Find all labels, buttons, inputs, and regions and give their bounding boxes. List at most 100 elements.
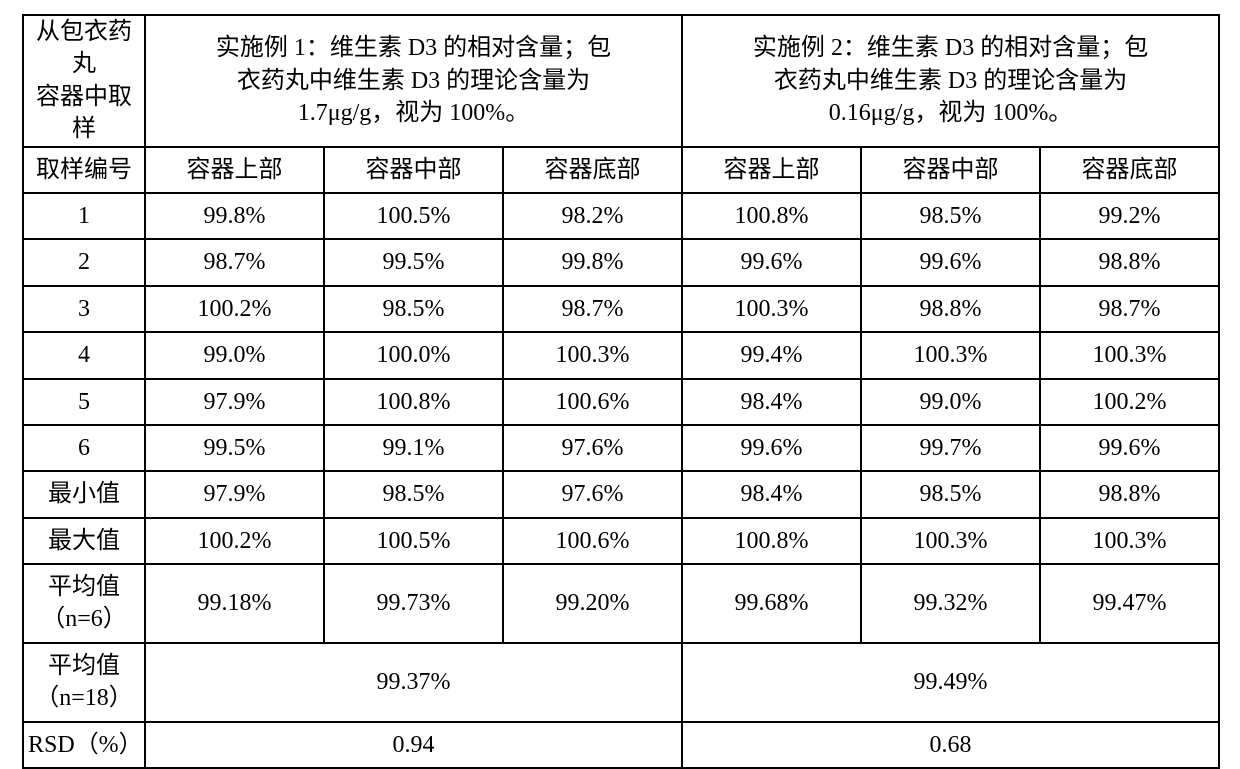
table-row-avg-n6: 平均值 （n=6） 99.18% 99.73% 99.20% 99.68% 99…: [23, 564, 1219, 643]
cell-value: 99.32%: [861, 564, 1040, 643]
header-ex1-line1: 实施例 1：维生素 D3 的相对含量；包: [216, 35, 611, 61]
cell-value: 100.3%: [503, 332, 682, 378]
cell-value: 100.3%: [1040, 332, 1219, 378]
cell-value: 100.8%: [324, 379, 503, 425]
table-row: 5 97.9% 100.8% 100.6% 98.4% 99.0% 100.2%: [23, 379, 1219, 425]
table-row-avg-n18: 平均值 （n=18） 99.37% 99.49%: [23, 643, 1219, 722]
header-ex2-line3: 0.16μg/g，视为 100%。: [829, 100, 1073, 126]
avg-n18-label-line1: 平均值: [48, 653, 120, 679]
cell-value: 99.0%: [145, 332, 324, 378]
cell-avg-n18-ex1: 99.37%: [145, 643, 682, 722]
cell-value: 99.4%: [682, 332, 861, 378]
header-corner-line1: 从包衣药: [36, 19, 132, 45]
cell-value: 100.3%: [861, 518, 1040, 564]
cell-value: 99.2%: [1040, 193, 1219, 239]
table-row-min: 最小值 97.9% 98.5% 97.6% 98.4% 98.5% 98.8%: [23, 471, 1219, 517]
cell-value: 100.3%: [861, 332, 1040, 378]
cell-value: 99.20%: [503, 564, 682, 643]
cell-value: 99.68%: [682, 564, 861, 643]
cell-sample-id: 最小值: [23, 471, 145, 517]
col-ex2-middle: 容器中部: [861, 147, 1040, 193]
cell-value: 100.5%: [324, 193, 503, 239]
cell-value: 100.6%: [503, 379, 682, 425]
cell-value: 98.7%: [145, 239, 324, 285]
cell-sample-id: 1: [23, 193, 145, 239]
cell-value: 98.4%: [682, 471, 861, 517]
cell-value: 99.6%: [682, 239, 861, 285]
header-corner-line4: 样: [72, 116, 96, 142]
cell-value: 99.8%: [503, 239, 682, 285]
cell-value: 99.6%: [1040, 425, 1219, 471]
avg-n6-label-line2: （n=6）: [41, 606, 127, 632]
cell-rsd-label: RSD（%）: [23, 722, 145, 768]
col-ex2-bottom: 容器底部: [1040, 147, 1219, 193]
col-ex2-top: 容器上部: [682, 147, 861, 193]
avg-n6-label-line1: 平均值: [48, 574, 120, 600]
table-row: 6 99.5% 99.1% 97.6% 99.6% 99.7% 99.6%: [23, 425, 1219, 471]
cell-rsd-ex1: 0.94: [145, 722, 682, 768]
col-ex1-top: 容器上部: [145, 147, 324, 193]
cell-value: 100.5%: [324, 518, 503, 564]
cell-value: 99.47%: [1040, 564, 1219, 643]
col-ex1-middle: 容器中部: [324, 147, 503, 193]
header-ex2-line1: 实施例 2：维生素 D3 的相对含量；包: [753, 35, 1148, 61]
table-row: 1 99.8% 100.5% 98.2% 100.8% 98.5% 99.2%: [23, 193, 1219, 239]
cell-value: 98.5%: [861, 471, 1040, 517]
cell-sample-id: 3: [23, 286, 145, 332]
cell-value: 98.7%: [503, 286, 682, 332]
cell-value: 100.2%: [145, 518, 324, 564]
cell-sample-id: 5: [23, 379, 145, 425]
cell-value: 99.73%: [324, 564, 503, 643]
cell-value: 98.7%: [1040, 286, 1219, 332]
cell-value: 98.5%: [324, 471, 503, 517]
cell-sample-id: 6: [23, 425, 145, 471]
cell-value: 98.8%: [861, 286, 1040, 332]
cell-value: 100.2%: [145, 286, 324, 332]
table-row-max: 最大值 100.2% 100.5% 100.6% 100.8% 100.3% 1…: [23, 518, 1219, 564]
cell-value: 100.8%: [682, 518, 861, 564]
cell-avg-n18-label: 平均值 （n=18）: [23, 643, 145, 722]
header-ex2-line2: 衣药丸中维生素 D3 的理论含量为: [774, 68, 1127, 94]
cell-value: 99.6%: [861, 239, 1040, 285]
cell-value: 97.6%: [503, 425, 682, 471]
cell-value: 100.2%: [1040, 379, 1219, 425]
cell-sample-id: 2: [23, 239, 145, 285]
cell-value: 100.0%: [324, 332, 503, 378]
cell-avg-n18-ex2: 99.49%: [682, 643, 1219, 722]
avg-n18-label-line2: （n=18）: [35, 685, 133, 711]
sub-header-row: 取样编号 容器上部 容器中部 容器底部 容器上部 容器中部 容器底部: [23, 147, 1219, 193]
cell-value: 100.3%: [682, 286, 861, 332]
cell-value: 100.8%: [682, 193, 861, 239]
header-example-2: 实施例 2：维生素 D3 的相对含量；包 衣药丸中维生素 D3 的理论含量为 0…: [682, 15, 1219, 147]
cell-value: 98.2%: [503, 193, 682, 239]
cell-value: 99.8%: [145, 193, 324, 239]
col-ex1-bottom: 容器底部: [503, 147, 682, 193]
cell-avg-n6-label: 平均值 （n=6）: [23, 564, 145, 643]
header-sampling-from-container: 从包衣药 丸 容器中取 样: [23, 15, 145, 147]
cell-rsd-ex2: 0.68: [682, 722, 1219, 768]
cell-value: 97.9%: [145, 471, 324, 517]
vitamin-d3-content-table: 从包衣药 丸 容器中取 样 实施例 1：维生素 D3 的相对含量；包 衣药丸中维…: [22, 14, 1220, 769]
cell-value: 97.9%: [145, 379, 324, 425]
cell-value: 98.8%: [1040, 471, 1219, 517]
header-corner-line3: 容器中取: [36, 84, 132, 110]
header-ex1-line2: 衣药丸中维生素 D3 的理论含量为: [237, 68, 590, 94]
cell-value: 98.5%: [861, 193, 1040, 239]
cell-value: 98.8%: [1040, 239, 1219, 285]
table-row-rsd: RSD（%） 0.94 0.68: [23, 722, 1219, 768]
cell-value: 99.7%: [861, 425, 1040, 471]
cell-value: 99.5%: [324, 239, 503, 285]
header-example-1: 实施例 1：维生素 D3 的相对含量；包 衣药丸中维生素 D3 的理论含量为 1…: [145, 15, 682, 147]
cell-value: 99.1%: [324, 425, 503, 471]
cell-value: 98.4%: [682, 379, 861, 425]
col-sample-number: 取样编号: [23, 147, 145, 193]
table-row: 2 98.7% 99.5% 99.8% 99.6% 99.6% 98.8%: [23, 239, 1219, 285]
cell-value: 99.6%: [682, 425, 861, 471]
cell-sample-id: 4: [23, 332, 145, 378]
cell-sample-id: 最大值: [23, 518, 145, 564]
cell-value: 99.18%: [145, 564, 324, 643]
cell-value: 100.6%: [503, 518, 682, 564]
table-row: 3 100.2% 98.5% 98.7% 100.3% 98.8% 98.7%: [23, 286, 1219, 332]
cell-value: 99.0%: [861, 379, 1040, 425]
cell-value: 100.3%: [1040, 518, 1219, 564]
